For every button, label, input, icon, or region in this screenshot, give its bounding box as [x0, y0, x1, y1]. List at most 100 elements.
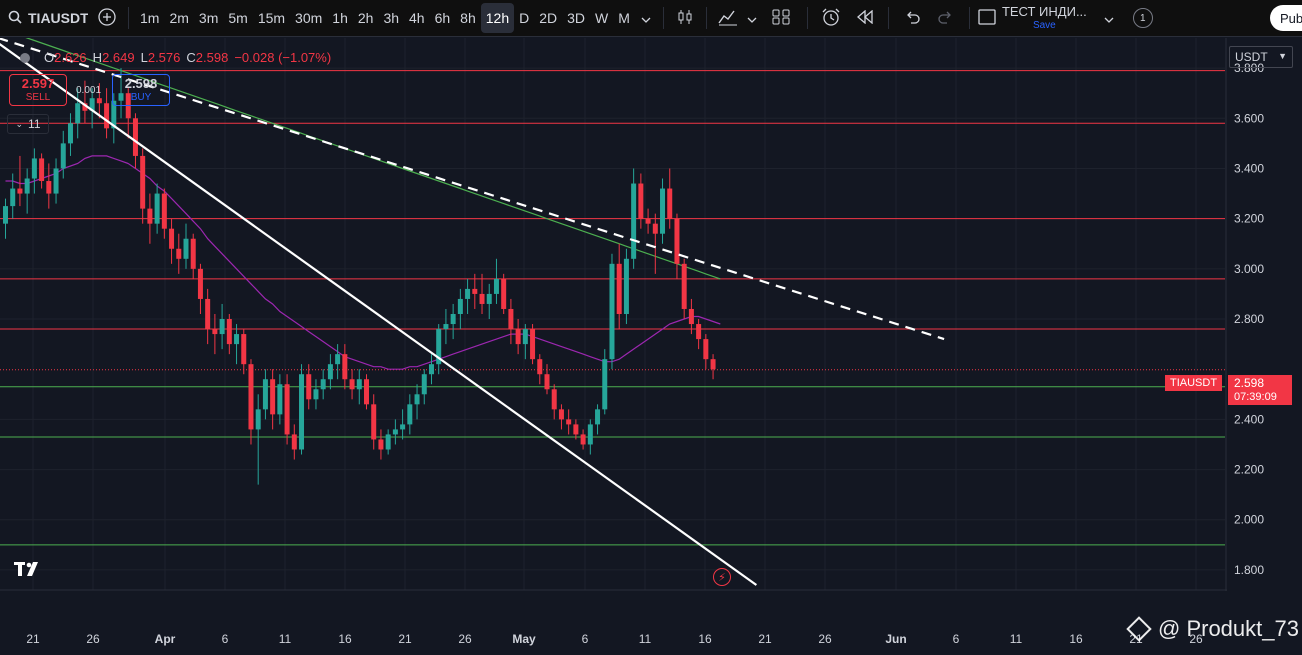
interval-30m[interactable]: 30m: [295, 10, 323, 26]
indicators-dropdown-button[interactable]: [743, 3, 761, 33]
candle-body: [226, 319, 232, 345]
indicators-toggle[interactable]: ⌄ 11: [7, 114, 49, 134]
time-tick-label: 11: [1010, 632, 1023, 646]
candle-body: [457, 298, 463, 314]
redo-button[interactable]: [929, 3, 963, 33]
interval-3h[interactable]: 3h: [383, 10, 400, 26]
low-value: 2.576: [147, 50, 181, 65]
interval-1h[interactable]: 1h: [332, 10, 348, 26]
top-toolbar: TIAUSDT 1m 2m 3m 5m 15m 30m 1h 2h 3h 4h 6h 8h 12h D 2D…: [0, 0, 1302, 37]
candle-body: [465, 288, 471, 299]
chart-area[interactable]: 3.800 3.600 3.400 3.200 3.000 2.800 2.400 2.200…: [0, 38, 1302, 655]
spread-value: 0.001: [76, 85, 102, 96]
interval-6h[interactable]: 6h: [434, 10, 451, 26]
interval-1m[interactable]: 1m: [140, 10, 160, 26]
time-tick-label: Jun: [885, 632, 906, 646]
candle-body: [681, 263, 687, 309]
candle-body: [645, 218, 651, 224]
candle-body: [82, 103, 88, 111]
chevron-down-icon: [641, 10, 651, 26]
interval-8h[interactable]: 8h: [460, 10, 476, 26]
buy-button[interactable]: 2.598 BUY: [112, 74, 170, 106]
chevron-down-icon: [747, 10, 757, 26]
candle-body: [291, 434, 297, 450]
indicator-name-block: ТЕСТ ИНДИ... Save: [1002, 5, 1087, 31]
bar-countdown: 07:39:09: [1234, 391, 1277, 403]
replay-button[interactable]: [848, 3, 882, 33]
candles-type-button[interactable]: [670, 3, 700, 33]
alert-button[interactable]: [814, 3, 848, 33]
interval-2d[interactable]: 2D: [539, 10, 558, 26]
time-tick-label: 21: [758, 632, 772, 646]
interval-12h[interactable]: 12h: [480, 3, 515, 33]
candle-body: [450, 314, 456, 325]
undo-button[interactable]: [895, 3, 929, 33]
compare-button[interactable]: [92, 3, 122, 33]
candle-body: [46, 181, 52, 194]
candle-body: [573, 424, 579, 435]
interval-2h[interactable]: 2h: [357, 10, 374, 26]
indicators-button[interactable]: [713, 3, 743, 33]
candle-body: [161, 193, 167, 229]
candle-body: [234, 334, 240, 345]
candle-body: [472, 288, 478, 294]
price-tick-label: 2.800: [1234, 312, 1264, 326]
candle-body: [392, 429, 398, 435]
price-tick-label: 3.200: [1234, 212, 1264, 226]
high-label: H: [92, 50, 103, 65]
candle-body: [219, 319, 225, 335]
price-chart[interactable]: 3.800 3.600 3.400 3.200 3.000 2.800 2.400 2.200…: [0, 38, 1302, 655]
candle-body: [60, 143, 66, 169]
eye-icon[interactable]: [20, 52, 30, 63]
tradingview-logo-icon[interactable]: [14, 560, 44, 581]
symbol-name: TIAUSDT: [28, 10, 88, 26]
notification-badge[interactable]: 1: [1132, 8, 1153, 28]
indicators-count: 11: [28, 117, 41, 131]
candle-body: [176, 248, 182, 259]
interval-dropdown-button[interactable]: [635, 3, 657, 33]
layout-dropdown-button[interactable]: [1095, 3, 1123, 33]
candle-body: [306, 374, 312, 400]
candle-body: [616, 263, 622, 314]
interval-15m[interactable]: 15m: [257, 10, 286, 26]
interval-m[interactable]: M: [618, 10, 630, 26]
publish-button[interactable]: Publish: [1270, 5, 1302, 31]
currency-select[interactable]: USDT ▼: [1229, 46, 1293, 68]
interval-5m[interactable]: 5m: [228, 10, 248, 26]
interval-3m[interactable]: 3m: [198, 10, 219, 26]
watermark-text: @ Produkt_73: [1158, 616, 1299, 641]
interval-d[interactable]: D: [519, 10, 530, 26]
candle-body: [515, 329, 521, 345]
chevron-down-icon: [1104, 10, 1114, 26]
sell-button[interactable]: 2.597 SELL: [9, 74, 67, 106]
time-tick-label: 6: [222, 632, 229, 646]
diamond-logo-icon: [1126, 616, 1152, 642]
save-label[interactable]: Save: [1032, 19, 1056, 31]
candle-body: [652, 223, 658, 234]
time-tick-label: 21: [1129, 632, 1143, 646]
interval-3d[interactable]: 3D: [567, 10, 586, 26]
dashed-trendline: [0, 38, 945, 341]
candle-body: [356, 379, 362, 390]
price-tick-label: 2.200: [1234, 463, 1264, 477]
lightning-icon[interactable]: ⚡: [713, 568, 731, 586]
search-icon: [8, 10, 22, 27]
price-tick-label: 3.000: [1234, 262, 1264, 276]
price-tick-label: 2.400: [1234, 412, 1264, 426]
candle-body: [609, 263, 615, 360]
candle-body: [147, 208, 153, 224]
time-tick-label: 6: [953, 632, 960, 646]
interval-2m[interactable]: 2m: [169, 10, 189, 26]
candle-body: [508, 308, 514, 330]
layout-name-button[interactable]: ТЕСТ ИНДИ... Save: [976, 3, 1087, 33]
candle-body: [104, 103, 110, 129]
candle-body: [385, 434, 391, 450]
layout-button[interactable]: [761, 3, 801, 33]
symbol-search[interactable]: TIAUSDT: [0, 3, 92, 33]
interval-w[interactable]: W: [595, 10, 609, 26]
ohlc-legend: O 2.626 H 2.649 L 2.576 C 2.598 −0.028 (−1.0…: [20, 50, 331, 65]
symbol-price-tag: TIAUSDT: [1165, 375, 1223, 391]
toolbar-separator: [705, 7, 707, 29]
candle-body: [39, 158, 45, 182]
interval-4h[interactable]: 4h: [409, 10, 425, 26]
